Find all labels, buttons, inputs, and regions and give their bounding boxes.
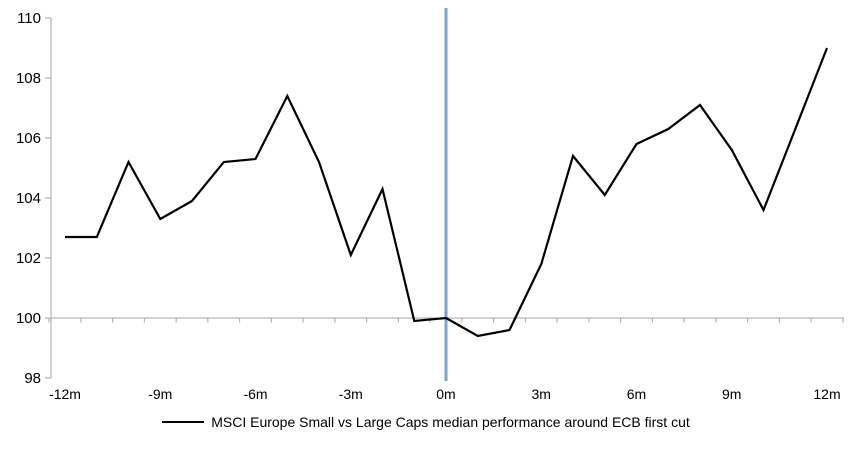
y-tick-label: 100 xyxy=(16,310,41,327)
x-tick-label: 9m xyxy=(722,386,741,402)
x-tick-label: 12m xyxy=(813,386,840,402)
y-tick-label: 102 xyxy=(16,250,41,267)
y-tick-label: 104 xyxy=(16,190,41,207)
x-tick-label: 6m xyxy=(627,386,646,402)
y-tick-label: 106 xyxy=(16,130,41,147)
x-tick-label: 3m xyxy=(532,386,551,402)
legend-line-icon xyxy=(162,421,205,423)
series-line xyxy=(65,47,829,338)
x-tick-label: -9m xyxy=(148,386,172,402)
x-tick-label: 0m xyxy=(436,386,455,402)
y-tick-label: 108 xyxy=(16,70,41,87)
x-tick-label: -3m xyxy=(339,386,363,402)
y-tick-label: 98 xyxy=(24,370,41,387)
y-tick-label: 110 xyxy=(17,10,41,27)
x-tick-label: -12m xyxy=(49,386,81,402)
x-tick-label: -6m xyxy=(243,386,267,402)
legend-label: MSCI Europe Small vs Large Caps median p… xyxy=(211,414,690,430)
legend: MSCI Europe Small vs Large Caps median p… xyxy=(0,414,852,430)
